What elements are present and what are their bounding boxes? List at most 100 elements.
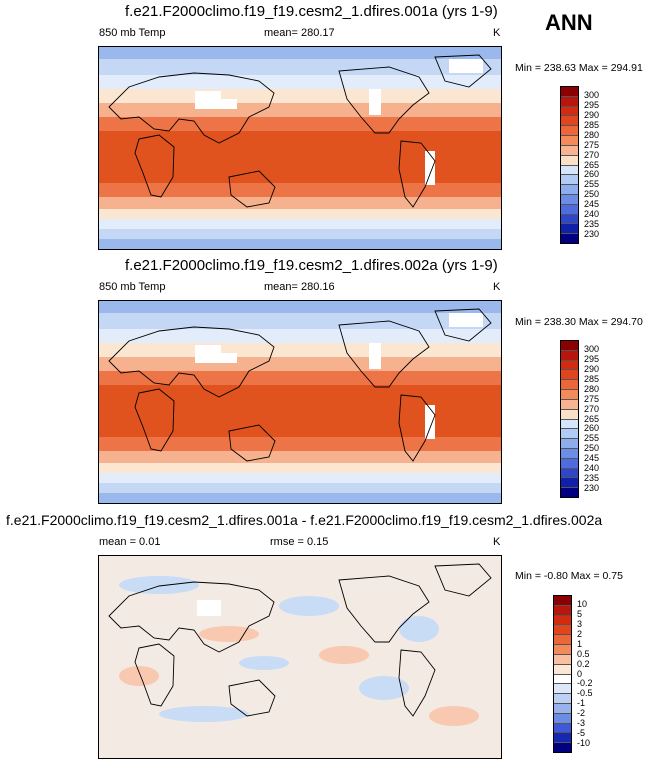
colorbar-swatch: [561, 409, 578, 420]
colorbar-swatch: [554, 703, 571, 714]
colorbar-tick-label: -0.2: [577, 678, 593, 689]
panel2-colorbar-labels: 300 295 290 285 280 275 270 265 260 255 250 245 240 2…: [584, 340, 624, 498]
colorbar-tick-label: 295: [584, 100, 600, 111]
negative-anomaly: [359, 676, 409, 700]
panel2-minmax: Min = 238.30 Max = 294.70: [515, 316, 643, 328]
coastline: [108, 326, 275, 398]
panel1-minmax: Min = 238.63 Max = 294.91: [515, 62, 643, 74]
colorbar-tick-label: 250: [584, 189, 600, 200]
colorbar-tick-label: -1: [577, 698, 586, 709]
colorbar-swatch: [561, 370, 578, 381]
colorbar-tick-label: 3: [577, 619, 583, 630]
colorbar-tick-label: 285: [584, 120, 600, 130]
masked-region: [195, 91, 221, 109]
colorbar-tick-label: 290: [584, 110, 600, 121]
positive-anomaly: [119, 666, 159, 686]
colorbar-swatch: [561, 87, 578, 97]
colorbar-swatch: [554, 596, 571, 606]
panel1-mean-label: mean= 280.17: [264, 27, 335, 39]
colorbar-tick-label: -5: [577, 727, 586, 738]
colorbar-swatch: [561, 380, 578, 391]
colorbar-tick-label: 285: [584, 374, 600, 384]
colorbar-tick-label: 260: [584, 169, 600, 180]
colorbar-swatch: [561, 399, 578, 410]
panel2-mean-label: mean= 280.16: [264, 281, 335, 293]
panel3-colorbar-labels: 10 5 3 2 1 0.5 0.2 0 -0.2 -0.5 -1 -2 -3 -5 -10: [577, 595, 617, 753]
masked-region: [219, 99, 237, 109]
coastline: [228, 170, 276, 208]
masked-region: [425, 151, 435, 185]
positive-anomaly: [429, 706, 479, 726]
colorbar-tick-label: 235: [584, 472, 600, 483]
season-label: ANN: [545, 10, 593, 35]
colorbar-tick-label: 0.2: [577, 658, 590, 669]
temperature-band: [99, 463, 501, 473]
coastline: [434, 308, 492, 342]
temperature-band: [99, 131, 501, 183]
panel1-title: f.e21.F2000climo.f19_f19.cesm2_1.dfires.…: [125, 3, 498, 20]
masked-region: [219, 353, 237, 363]
colorbar-swatch: [561, 429, 578, 440]
colorbar-tick-label: 280: [584, 129, 600, 140]
colorbar-swatch: [561, 448, 578, 459]
panel1-map-field: [99, 47, 501, 249]
panel1-colorbar: [560, 86, 579, 244]
panel2-map-field: [99, 301, 501, 503]
colorbar-swatch: [561, 214, 578, 225]
panel1-map: [98, 46, 502, 250]
colorbar-swatch: [561, 96, 578, 107]
coastline: [108, 72, 275, 144]
colorbar-swatch: [561, 175, 578, 186]
temperature-band: [99, 197, 501, 209]
colorbar-tick-label: 235: [584, 218, 600, 229]
colorbar-tick-label: 260: [584, 423, 600, 434]
temperature-band: [99, 209, 501, 219]
colorbar-tick-label: 270: [584, 149, 600, 160]
panel3-map: [98, 555, 502, 759]
negative-anomaly: [239, 656, 289, 670]
colorbar-tick-label: -2: [577, 708, 586, 718]
colorbar-swatch: [561, 145, 578, 156]
colorbar-tick-label: 275: [584, 139, 600, 150]
colorbar-tick-label: 265: [584, 413, 600, 424]
colorbar-tick-label: 240: [584, 462, 600, 473]
colorbar-swatch: [561, 106, 578, 117]
colorbar-swatch: [561, 478, 578, 489]
panel3-colorbar: [553, 595, 572, 753]
positive-anomaly: [319, 646, 369, 664]
colorbar-tick-label: -0.5: [577, 688, 593, 699]
panel2-unit-label: K: [493, 281, 501, 293]
colorbar-swatch: [561, 116, 578, 127]
temperature-band: [99, 343, 501, 357]
colorbar-tick-label: 290: [584, 364, 600, 375]
colorbar-swatch: [561, 439, 578, 449]
coastline: [108, 581, 275, 653]
positive-anomaly: [199, 626, 259, 642]
temperature-band: [99, 451, 501, 463]
colorbar-tick-label: 300: [584, 90, 600, 101]
panel2-map: [98, 300, 502, 504]
colorbar-swatch: [554, 743, 571, 752]
colorbar-tick-label: 245: [584, 453, 600, 463]
masked-region: [425, 405, 435, 439]
temperature-band: [99, 117, 501, 131]
colorbar-swatch: [554, 615, 571, 626]
colorbar-tick-label: 0: [577, 668, 583, 679]
panel3-rmse-label: rmse = 0.15: [270, 536, 329, 548]
temperature-band: [99, 89, 501, 103]
temperature-band: [99, 473, 501, 483]
coastline: [338, 575, 430, 643]
temperature-band: [99, 313, 501, 329]
coastline: [434, 54, 492, 88]
colorbar-tick-label: 2: [577, 629, 583, 639]
temperature-band: [99, 219, 501, 229]
colorbar-tick-label: 265: [584, 159, 600, 170]
colorbar-tick-label: 255: [584, 433, 600, 444]
colorbar-swatch: [561, 350, 578, 361]
colorbar-tick-label: 270: [584, 403, 600, 414]
temperature-band: [99, 103, 501, 117]
coastline: [228, 679, 276, 717]
colorbar-swatch: [561, 390, 578, 400]
colorbar-swatch: [561, 204, 578, 215]
temperature-band: [99, 437, 501, 451]
